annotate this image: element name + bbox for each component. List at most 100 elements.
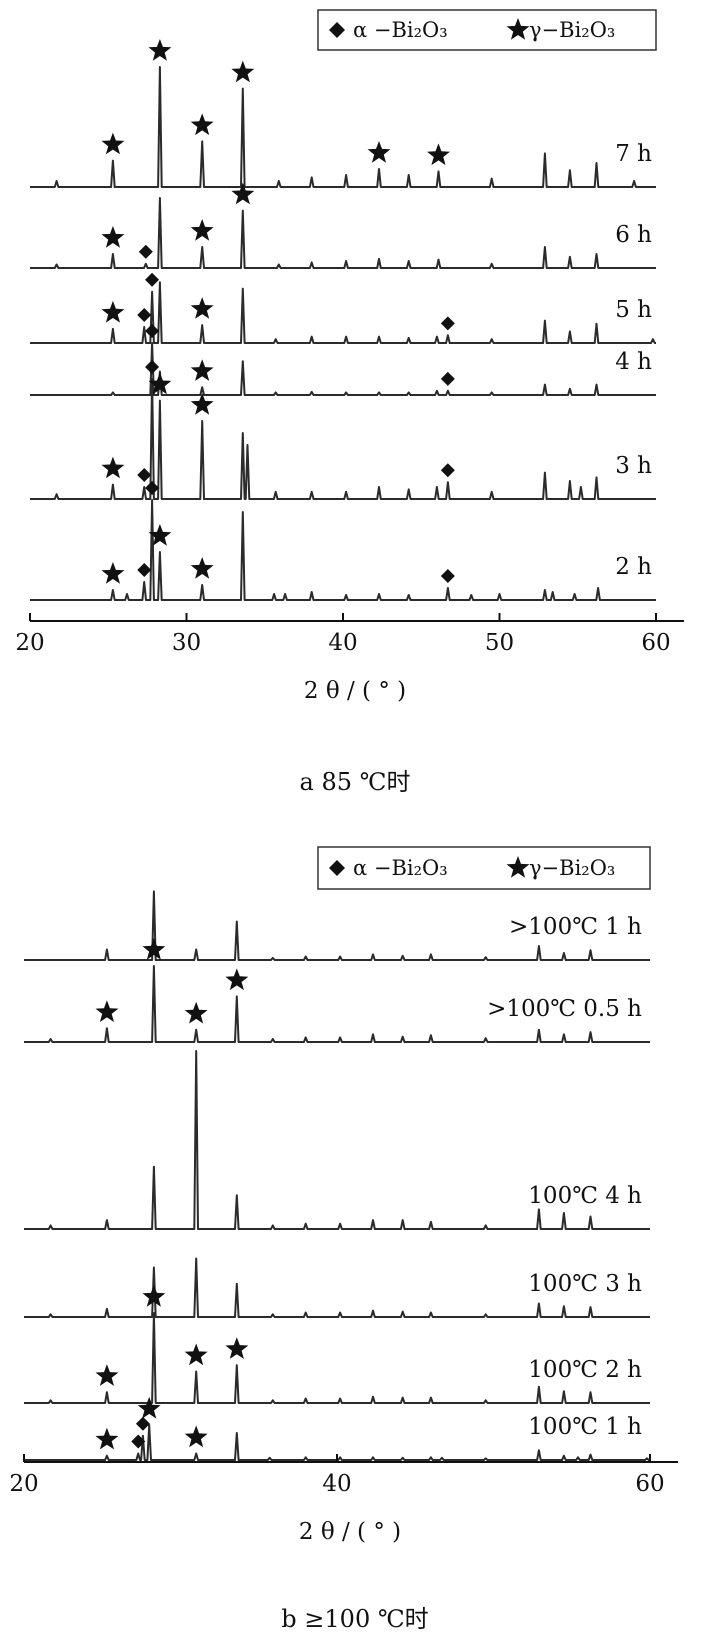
gamma-star-marker (190, 297, 214, 319)
series-label: 7 h (615, 141, 652, 167)
traces-b: >100℃ 1 h >100℃ 0.5 h 100℃ 4 h 100℃ 3 h 100℃… (24, 890, 650, 1461)
xrd-pattern-line (30, 197, 656, 269)
pattern-trace: 4 h (30, 324, 656, 396)
legend-label-alpha: α −Bi₂O₃ (353, 856, 448, 880)
alpha-diamond-marker (145, 481, 160, 495)
gamma-star-marker (101, 226, 125, 248)
xrd-pattern-line (30, 499, 656, 601)
gamma-star-marker (190, 359, 214, 381)
legend-diamond-marker (329, 22, 345, 38)
gamma-star-marker (184, 1343, 208, 1366)
gamma-star-marker (367, 141, 391, 163)
alpha-diamond-marker (440, 463, 455, 478)
gamma-star-marker (101, 456, 125, 479)
alpha-diamond-marker (440, 569, 455, 583)
x-tick-label: 50 (485, 630, 514, 656)
series-label: 4 h (615, 349, 652, 375)
legend-diamond-marker (329, 860, 345, 876)
legend-star-marker (506, 856, 530, 878)
legend-star-marker (506, 18, 530, 40)
alpha-diamond-marker (145, 360, 160, 374)
x-ticks-b: 20 40 60 (9, 1454, 665, 1497)
panel-a: α −Bi₂O₃ γ−Bi₂O₃ 7 h 6 h 5 h 4 h 3 h 2 h 20 30… (15, 9, 684, 796)
pattern-trace: 5 h (30, 272, 656, 344)
alpha-diamond-marker (137, 468, 152, 482)
gamma-star-marker (184, 1001, 208, 1024)
legend-label-alpha: α −Bi₂O₃ (353, 18, 448, 42)
gamma-star-marker (142, 1285, 166, 1307)
gamma-star-marker (190, 557, 214, 579)
x-tick-label: 60 (641, 630, 670, 656)
x-tick-label: 30 (172, 630, 201, 656)
legend-label-gamma: γ−Bi₂O₃ (529, 18, 615, 42)
pattern-trace: 6 h (30, 182, 656, 269)
xrd-pattern-line (30, 378, 656, 500)
gamma-star-marker (148, 372, 172, 395)
legend-a: α −Bi₂O₃ γ−Bi₂O₃ (317, 9, 657, 51)
pattern-trace: >100℃ 1 h (24, 890, 650, 961)
gamma-star-marker (142, 938, 166, 960)
x-ticks-a: 20 30 40 50 60 (15, 613, 671, 656)
x-axis-label-a: 2 θ / ( ° ) (304, 678, 406, 704)
alpha-diamond-marker (440, 371, 455, 386)
gamma-star-marker (101, 300, 125, 323)
gamma-star-marker (95, 1427, 119, 1450)
pattern-trace: 7 h (30, 39, 656, 188)
caption-a: a 85 ℃时 (300, 768, 411, 796)
x-tick-label: 20 (15, 630, 44, 656)
gamma-star-marker (137, 1396, 161, 1419)
series-label: 3 h (615, 453, 652, 479)
legend-box (317, 846, 651, 890)
gamma-star-marker (148, 524, 172, 546)
series-label: 100℃ 3 h (528, 1271, 642, 1297)
series-label: 6 h (615, 222, 652, 248)
alpha-diamond-marker (137, 308, 152, 322)
alpha-diamond-marker (145, 324, 160, 338)
gamma-star-marker (101, 132, 125, 155)
series-label: >100℃ 1 h (509, 914, 642, 940)
xrd-pattern-line (30, 66, 656, 188)
x-tick-label: 20 (9, 1471, 38, 1497)
gamma-star-marker (225, 968, 249, 991)
series-label: 5 h (615, 297, 652, 323)
pattern-trace: 100℃ 4 h (24, 1050, 650, 1230)
alpha-diamond-marker (135, 1416, 150, 1431)
alpha-diamond-marker (138, 244, 153, 259)
pattern-trace: >100℃ 0.5 h (24, 938, 650, 1043)
gamma-star-marker (101, 562, 125, 584)
series-label: >100℃ 0.5 h (487, 996, 642, 1022)
xrd-pattern-line (24, 1312, 650, 1404)
series-label: 2 h (615, 554, 652, 580)
pattern-trace: 100℃ 2 h (24, 1285, 650, 1404)
gamma-star-marker (148, 39, 172, 61)
traces-a: 7 h 6 h 5 h 4 h 3 h 2 h (30, 39, 656, 601)
xrd-pattern-line (30, 342, 656, 396)
gamma-star-marker (95, 1000, 119, 1022)
xrd-pattern-line (30, 281, 656, 344)
alpha-diamond-marker (145, 272, 160, 287)
x-tick-label: 40 (322, 1471, 351, 1497)
pattern-trace: 100℃ 1 h (24, 1396, 650, 1461)
legend-label-gamma: γ−Bi₂O₃ (529, 856, 615, 880)
gamma-star-marker (190, 113, 214, 136)
gamma-star-marker (225, 1337, 249, 1359)
series-label: 100℃ 2 h (528, 1357, 642, 1383)
x-tick-label: 40 (328, 630, 357, 656)
legend-box (317, 9, 657, 51)
caption-b: b ≥100 ℃时 (281, 1605, 428, 1633)
gamma-star-marker (184, 1425, 208, 1448)
panel-b: α −Bi₂O₃ γ−Bi₂O₃ >100℃ 1 h >100℃ 0.5 h 100… (9, 846, 678, 1633)
pattern-trace: 2 h (30, 481, 656, 601)
alpha-diamond-marker (137, 563, 152, 577)
gamma-star-marker (427, 143, 450, 166)
xrd-pattern-line (24, 1257, 650, 1318)
pattern-trace: 100℃ 3 h (24, 1257, 650, 1318)
series-label: 100℃ 1 h (528, 1414, 642, 1440)
xrd-pattern-line (24, 965, 650, 1043)
xrd-pattern-line (24, 890, 650, 961)
gamma-star-marker (231, 60, 255, 83)
gamma-star-marker (190, 219, 214, 241)
gamma-star-marker (231, 182, 255, 205)
alpha-diamond-marker (131, 1434, 146, 1449)
